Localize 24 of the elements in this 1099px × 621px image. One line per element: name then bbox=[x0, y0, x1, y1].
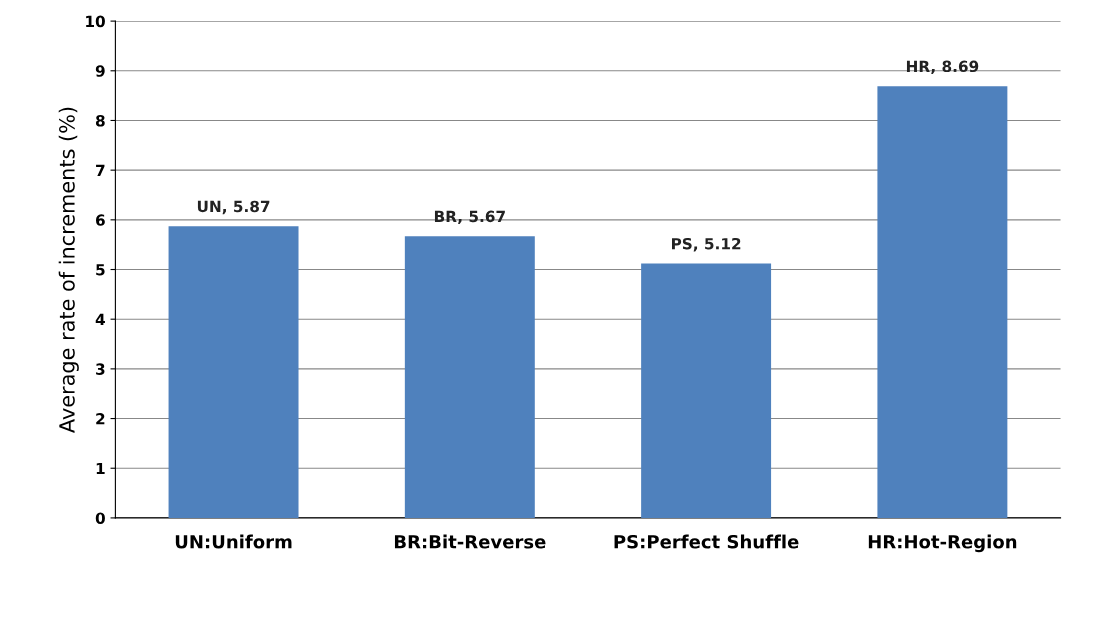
bar bbox=[877, 86, 1008, 518]
y-tick-label: 5 bbox=[96, 264, 105, 276]
data-label: BR, 5.67 bbox=[434, 210, 505, 225]
y-tick-label: 6 bbox=[95, 214, 105, 226]
x-tick-label: UN:Uniform bbox=[175, 534, 292, 549]
y-tick-label: 1 bbox=[96, 462, 105, 475]
bar bbox=[404, 236, 535, 518]
y-tick-label: 3 bbox=[96, 363, 105, 375]
y-axis-title: Average rate of increments (%) bbox=[58, 107, 79, 433]
y-tick-label: 4 bbox=[95, 313, 105, 325]
x-tick-label: PS:Perfect Shuffle bbox=[614, 534, 799, 549]
x-tick-label: BR:Bit-Reverse bbox=[394, 534, 546, 549]
y-tick-label: 2 bbox=[96, 413, 105, 425]
y-tick-label: 0 bbox=[95, 512, 105, 524]
bar bbox=[641, 263, 772, 518]
data-label: HR, 8.69 bbox=[906, 60, 979, 75]
data-label: PS, 5.12 bbox=[672, 237, 741, 252]
x-tick-label: HR:Hot-Region bbox=[868, 534, 1017, 553]
y-tick-label: 10 bbox=[86, 15, 105, 28]
y-tick-label: 7 bbox=[96, 164, 105, 176]
y-tick-label: 8 bbox=[95, 114, 105, 127]
data-label: UN, 5.87 bbox=[197, 200, 270, 215]
y-tick-label: 9 bbox=[95, 65, 105, 77]
bar bbox=[168, 226, 299, 518]
